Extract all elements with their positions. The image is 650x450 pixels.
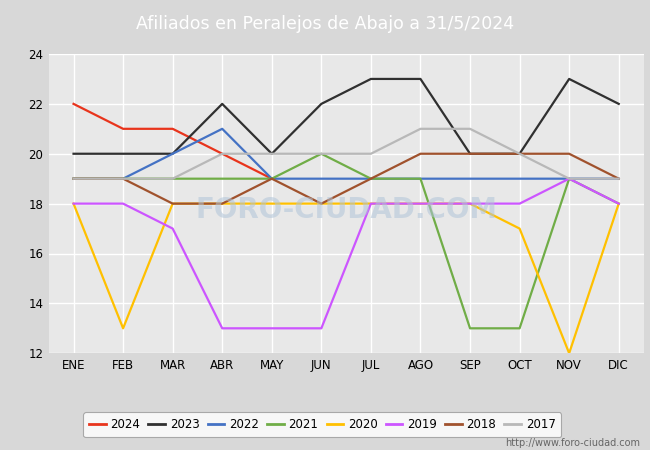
Legend: 2024, 2023, 2022, 2021, 2020, 2019, 2018, 2017: 2024, 2023, 2022, 2021, 2020, 2019, 2018…: [83, 412, 562, 437]
Text: http://www.foro-ciudad.com: http://www.foro-ciudad.com: [505, 438, 640, 448]
Text: FORO-CIUDAD.COM: FORO-CIUDAD.COM: [195, 196, 497, 224]
Text: Afiliados en Peralejos de Abajo a 31/5/2024: Afiliados en Peralejos de Abajo a 31/5/2…: [136, 14, 514, 33]
